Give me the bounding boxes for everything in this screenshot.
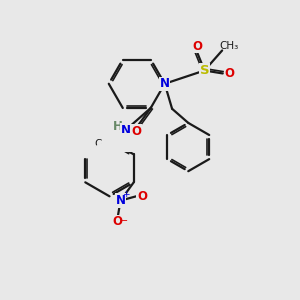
Text: O: O [137,190,147,203]
Text: +: + [122,190,130,199]
Text: −: − [120,216,128,226]
Text: CH₃: CH₃ [220,41,239,51]
Text: CH₃: CH₃ [94,139,113,149]
Text: N: N [160,77,170,90]
Text: N: N [116,194,125,207]
Text: O: O [192,40,202,53]
Text: CH₃: CH₃ [106,138,125,148]
Text: H: H [112,120,122,133]
Text: O: O [131,125,141,138]
Text: N: N [121,124,131,136]
Text: O: O [112,215,122,228]
Text: S: S [200,64,209,77]
Text: O: O [224,67,234,80]
